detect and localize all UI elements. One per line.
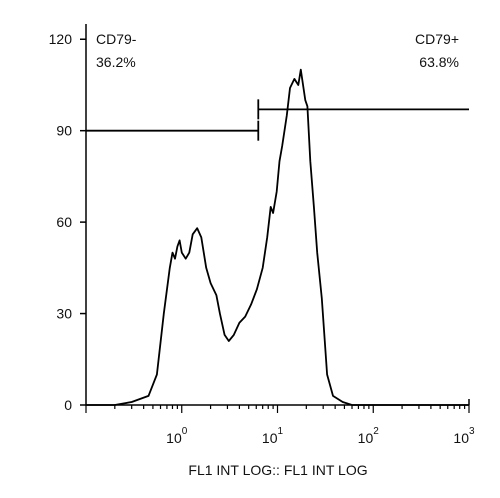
x-tick-label: 101 [262,426,284,446]
x-tick-label: 102 [358,426,380,446]
gate-name-label: CD79- [96,31,137,47]
plot-area [86,68,469,406]
gate-markers [86,99,469,141]
gate-percent-label: 36.2% [96,54,136,70]
x-tick-label: 103 [453,426,475,446]
y-tick-label: 30 [56,306,72,322]
gate-name-label: CD79+ [415,31,459,47]
x-axis-title: FL1 INT LOG:: FL1 INT LOG [188,462,367,478]
y-tick-label: 0 [64,397,72,413]
y-tick-label: 60 [56,214,72,230]
y-tick-label: 120 [49,31,73,47]
x-tick-label: 100 [166,426,188,446]
gate-percent-label: 63.8% [419,54,459,70]
axes-group [80,24,470,413]
axis-frame [85,24,469,406]
y-tick-label: 90 [56,123,72,139]
histogram-series-0 [86,68,469,406]
